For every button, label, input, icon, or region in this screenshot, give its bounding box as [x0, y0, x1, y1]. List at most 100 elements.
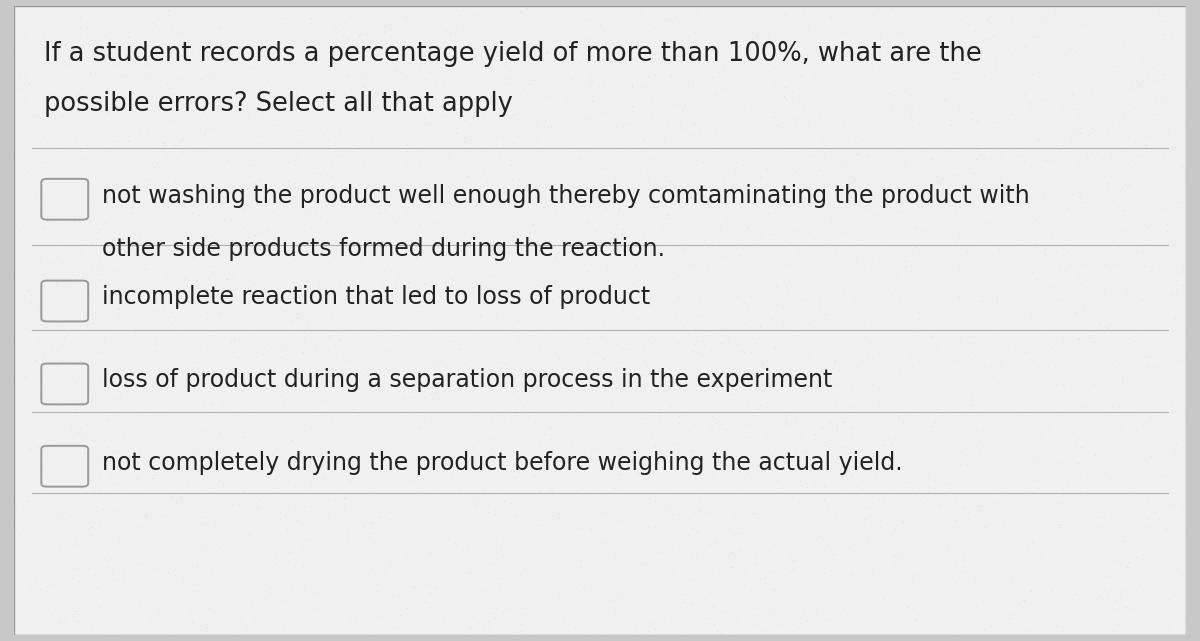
Point [551, 133, 570, 144]
Point [22, 474, 41, 485]
Point [250, 599, 269, 610]
Point [455, 358, 474, 368]
Point [761, 131, 780, 141]
Point [601, 113, 620, 124]
Point [775, 324, 794, 334]
Point [362, 517, 382, 527]
Point [359, 179, 378, 190]
Point [528, 46, 547, 56]
Point [446, 4, 466, 15]
Point [896, 162, 916, 172]
Point [1048, 620, 1067, 631]
Point [437, 250, 456, 260]
Point [210, 430, 229, 440]
Point [316, 472, 335, 482]
Point [277, 383, 296, 393]
Point [79, 563, 98, 574]
Point [725, 107, 744, 117]
Point [998, 412, 1018, 422]
Point [223, 499, 242, 509]
Point [217, 378, 236, 388]
Point [692, 487, 712, 497]
Point [325, 339, 344, 349]
Point [956, 58, 976, 69]
Point [1028, 106, 1048, 117]
Point [61, 29, 80, 40]
Point [168, 376, 187, 386]
Point [325, 460, 344, 470]
Point [955, 161, 974, 171]
Point [892, 572, 911, 583]
Point [30, 386, 49, 396]
Point [1004, 176, 1024, 186]
Point [1019, 96, 1038, 106]
Point [805, 434, 824, 444]
Point [594, 315, 613, 326]
Point [607, 487, 626, 497]
Point [778, 544, 797, 554]
Point [649, 405, 668, 415]
Point [960, 19, 979, 29]
Point [973, 501, 992, 512]
Point [1129, 79, 1148, 89]
Point [946, 577, 965, 587]
Point [40, 415, 59, 426]
Point [348, 214, 367, 224]
Point [1138, 514, 1157, 524]
Point [833, 10, 852, 20]
Point [328, 200, 347, 210]
Point [884, 562, 904, 572]
Point [1154, 459, 1174, 469]
Point [571, 158, 590, 168]
Point [288, 576, 307, 587]
Point [496, 167, 515, 178]
Point [289, 437, 308, 447]
Point [604, 608, 623, 618]
Point [37, 215, 56, 226]
Point [445, 10, 464, 21]
Point [845, 546, 864, 556]
Point [1066, 588, 1085, 599]
Point [65, 397, 84, 407]
Point [677, 315, 696, 325]
Point [596, 627, 616, 637]
Point [382, 362, 401, 372]
Point [590, 392, 610, 402]
Point [889, 580, 908, 590]
Point [520, 424, 539, 435]
Point [892, 447, 911, 457]
Point [973, 213, 992, 224]
Point [902, 21, 922, 31]
Point [383, 417, 402, 428]
Point [464, 38, 484, 49]
Point [827, 420, 846, 430]
Point [367, 453, 386, 463]
Point [516, 576, 535, 586]
Point [821, 217, 840, 227]
Point [692, 377, 712, 387]
Point [750, 172, 769, 182]
Point [19, 190, 38, 200]
Point [1084, 593, 1103, 603]
Point [1034, 42, 1054, 52]
Point [608, 450, 628, 460]
Point [180, 420, 199, 431]
Point [504, 138, 523, 148]
Point [292, 366, 311, 376]
Point [810, 553, 829, 563]
Point [598, 538, 617, 548]
Point [520, 445, 539, 455]
Point [114, 568, 133, 578]
Point [228, 258, 247, 269]
Point [833, 106, 852, 116]
Point [481, 450, 500, 460]
Point [12, 38, 31, 48]
Point [450, 10, 469, 20]
Point [210, 427, 229, 437]
Point [1136, 139, 1156, 149]
Point [991, 315, 1010, 325]
Point [557, 182, 576, 192]
Point [913, 284, 932, 294]
Point [158, 149, 178, 159]
Point [504, 465, 523, 475]
